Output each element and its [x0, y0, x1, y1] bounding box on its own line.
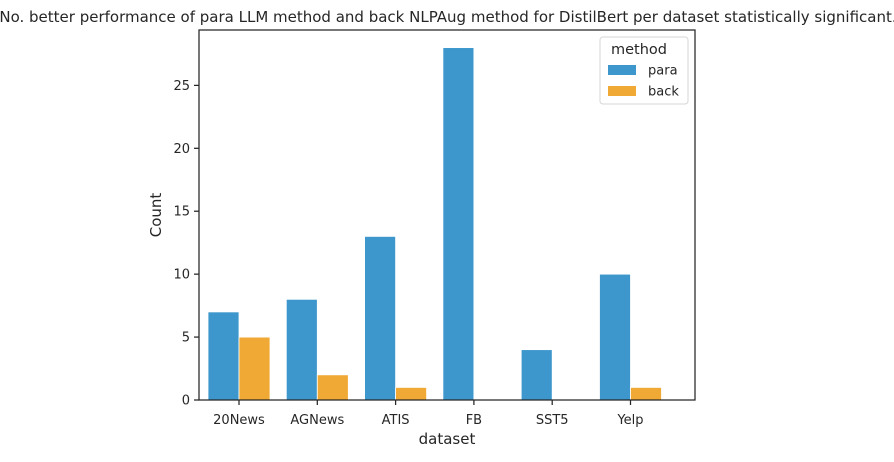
y-tick-label: 25 [173, 79, 190, 94]
x-tick-label: FB [466, 413, 482, 428]
legend-label-para: para [648, 64, 678, 79]
y-tick-label: 0 [182, 394, 190, 409]
plot-frame [198, 29, 696, 401]
y-tick-label: 15 [173, 205, 190, 220]
legend-swatch-para [608, 65, 636, 75]
legend-swatch-back [608, 86, 636, 96]
legend-label-back: back [648, 85, 679, 100]
bar-para-SST5 [520, 349, 553, 401]
legend: method para back [599, 36, 689, 105]
y-tick-label: 5 [182, 331, 190, 346]
x-axis-ticks: 20News AGNews ATIS FB SST5 Yelp [213, 400, 644, 428]
y-axis-label: Count [147, 193, 165, 238]
y-tick-label: 20 [173, 142, 190, 157]
bar-back-20News [238, 336, 271, 401]
x-tick-label: 20News [213, 413, 265, 428]
x-axis-label: dataset [419, 430, 476, 448]
bar-back-Yelp [630, 387, 662, 401]
bar-para-AGNews [285, 298, 318, 401]
chart-title: No. better performance of para LLM metho… [0, 8, 894, 26]
x-tick-label: SST5 [536, 413, 569, 428]
x-tick-label: AGNews [290, 413, 344, 428]
legend-title: method [611, 42, 667, 58]
bar-para-ATIS [364, 235, 397, 401]
bar-para-20News [207, 311, 240, 401]
bar-back-ATIS [395, 387, 428, 401]
bar-para-FB [442, 47, 475, 401]
bar-back-AGNews [316, 374, 349, 401]
x-tick-label: ATIS [382, 413, 410, 428]
y-tick-label: 10 [173, 268, 190, 283]
bar-para-Yelp [599, 273, 631, 401]
x-tick-label: Yelp [616, 413, 643, 428]
bars-group [207, 47, 662, 401]
y-axis-ticks: 0 5 10 15 20 25 [173, 79, 199, 409]
